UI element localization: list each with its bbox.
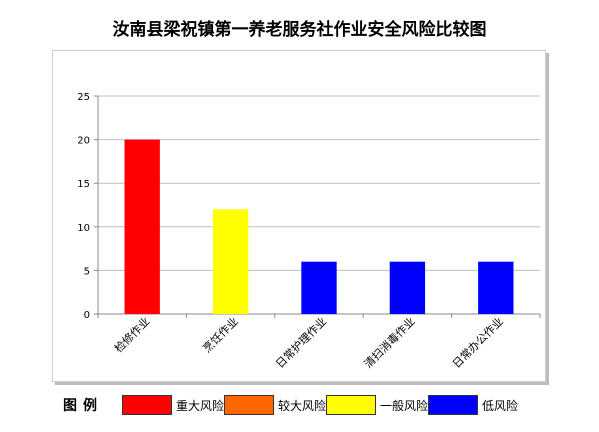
legend-label: 较大风险 bbox=[278, 399, 327, 413]
legend-swatch bbox=[224, 395, 274, 415]
legend-label: 低风险 bbox=[482, 399, 519, 413]
y-tick-label: 15 bbox=[77, 179, 90, 190]
y-tick-label: 5 bbox=[84, 266, 90, 277]
legend-swatch bbox=[326, 395, 376, 415]
bar bbox=[478, 261, 514, 314]
legend: 图例 重大风险 较大风险 一般风险 低风险 bbox=[58, 392, 588, 418]
chart-area: 0 5 10 15 20 25 检修作业 烹饪作业 日常护理作业 清扫消毒作业 日常办公作业 bbox=[52, 50, 546, 382]
bar bbox=[212, 209, 249, 314]
y-tick-label: 0 bbox=[84, 310, 90, 321]
legend-title: 图例 bbox=[63, 398, 103, 414]
bar bbox=[124, 139, 160, 314]
legend-swatch bbox=[428, 395, 478, 415]
x-tick-label: 烹饪作业 bbox=[200, 314, 241, 355]
legend-label: 一般风险 bbox=[380, 399, 429, 413]
legend-swatch bbox=[122, 395, 172, 415]
y-tick-label: 20 bbox=[77, 136, 90, 147]
x-tick-label: 检修作业 bbox=[111, 314, 152, 355]
legend-label: 重大风险 bbox=[176, 399, 225, 413]
x-tick-label: 日常办公作业 bbox=[450, 315, 506, 371]
bar-chart: 0 5 10 15 20 25 检修作业 烹饪作业 日常护理作业 清扫消毒作业 日常办公作业 bbox=[77, 92, 541, 371]
bar bbox=[389, 261, 426, 314]
y-tick-label: 10 bbox=[77, 223, 90, 234]
x-tick-label: 清扫消毒作业 bbox=[361, 314, 418, 371]
bar bbox=[301, 261, 337, 314]
y-tick-label: 25 bbox=[77, 92, 90, 103]
chart-title: 汝南县梁祝镇第一养老服务社作业安全风险比较图 bbox=[112, 20, 487, 40]
x-tick-label: 日常护理作业 bbox=[273, 314, 330, 371]
